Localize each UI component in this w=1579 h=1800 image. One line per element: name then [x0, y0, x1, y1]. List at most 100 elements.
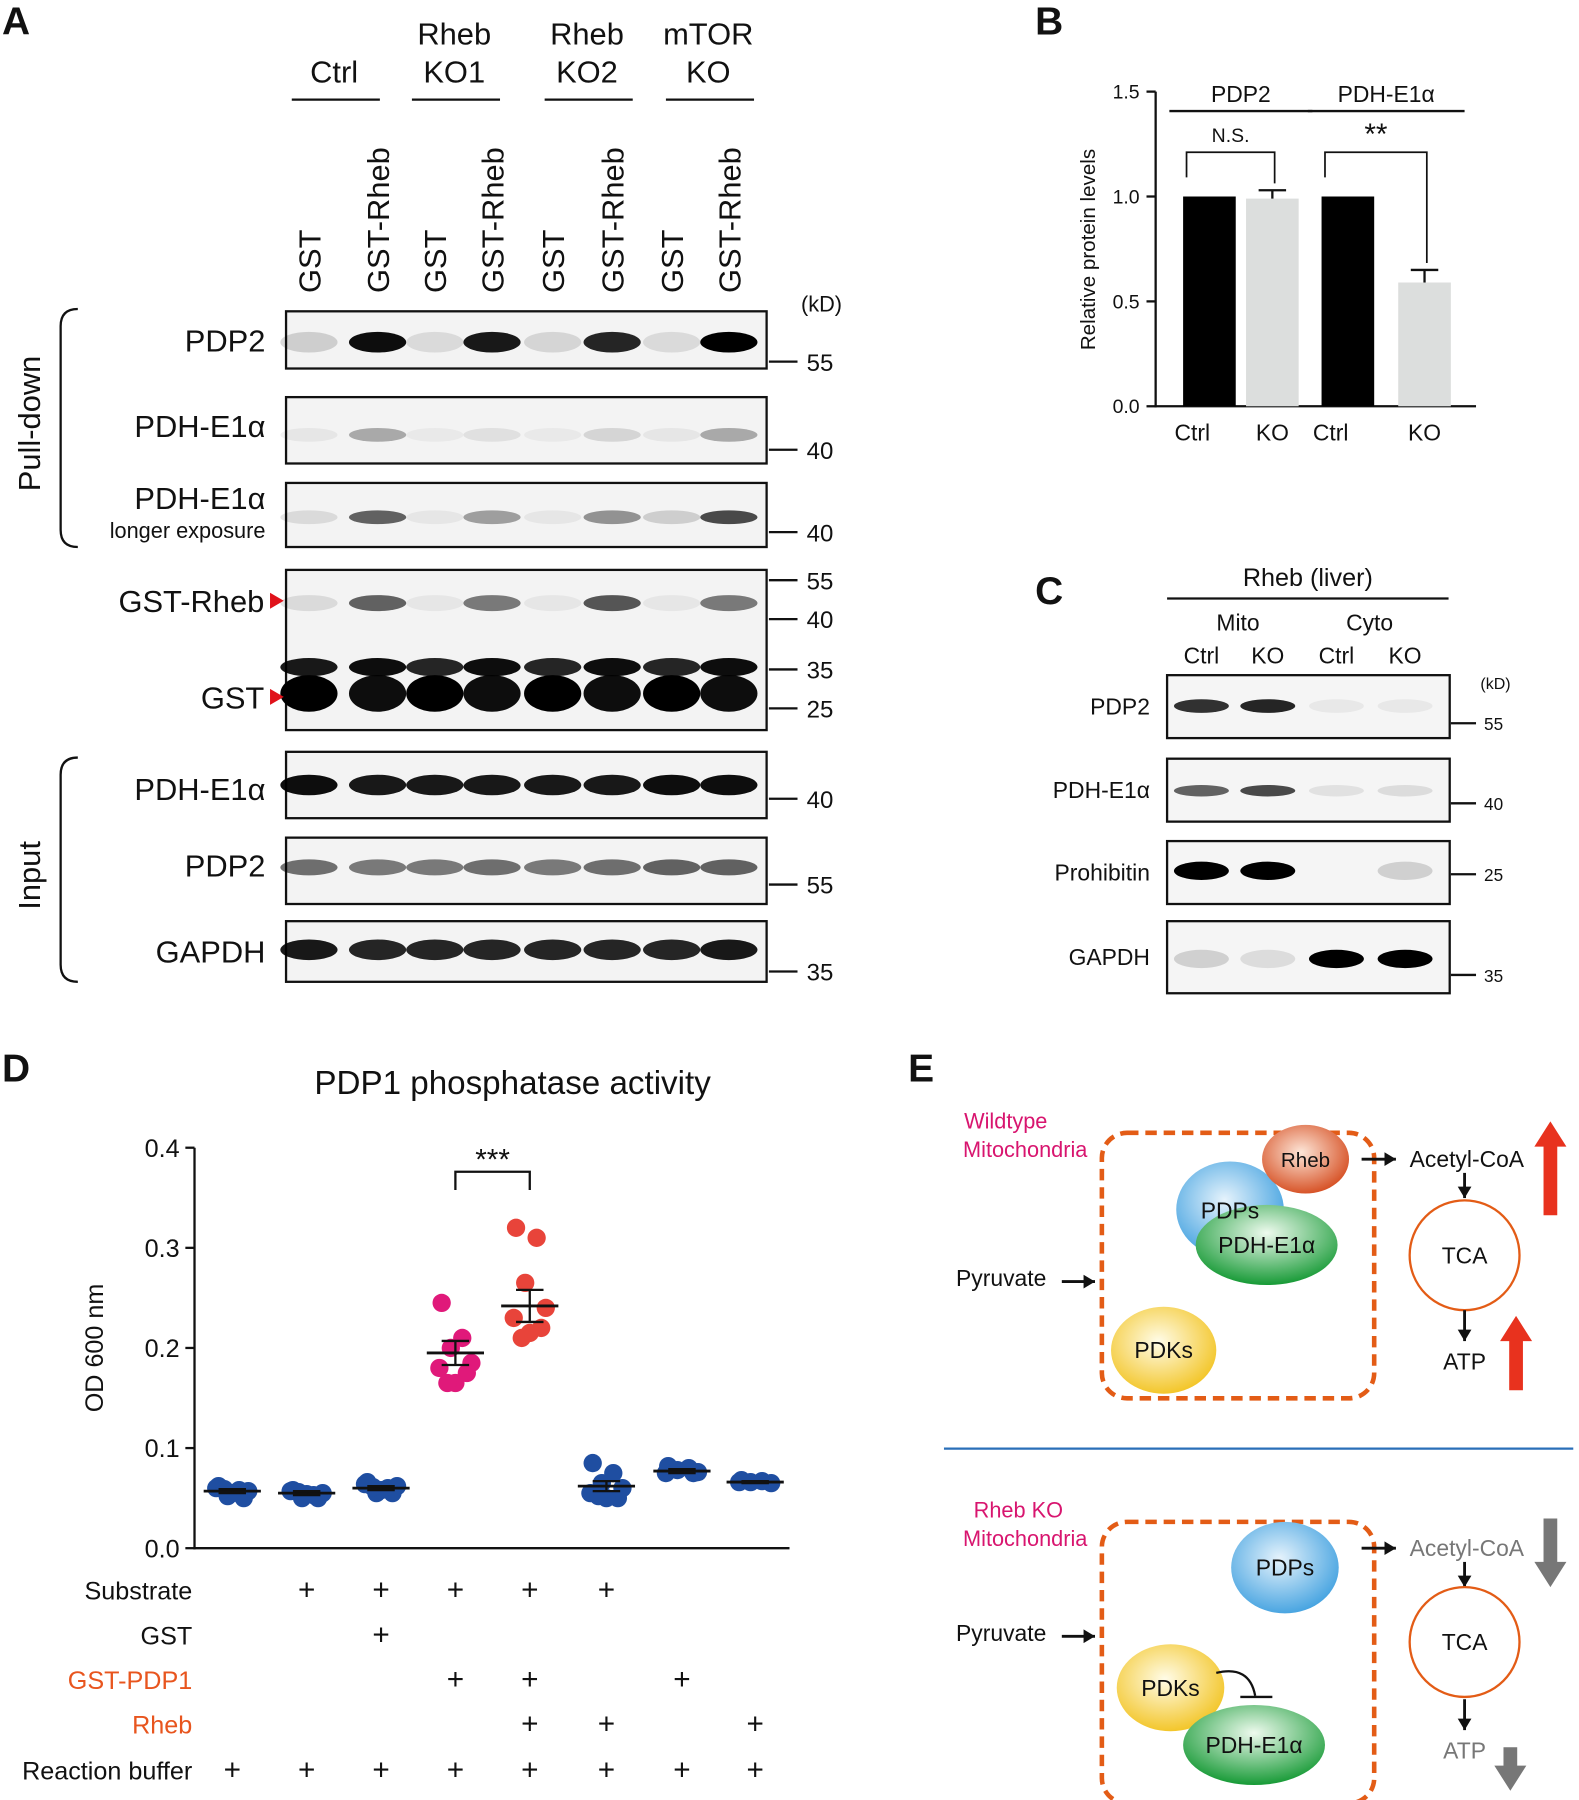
panel-label: E [908, 1047, 934, 1090]
trend-arrow [1494, 1747, 1527, 1791]
band [524, 658, 582, 677]
band [1377, 699, 1433, 713]
band [348, 331, 407, 353]
blot [284, 395, 768, 465]
condition-mark: + [372, 1753, 389, 1786]
band [583, 939, 641, 961]
metabolite: Acetyl-CoA [1410, 1146, 1525, 1172]
band [700, 428, 758, 442]
condition-mark: + [447, 1663, 464, 1696]
blot-label: GAPDH [156, 934, 266, 969]
condition-label: GST-PDP1 [68, 1667, 192, 1695]
band [643, 675, 701, 712]
lane-label: KO [1251, 643, 1284, 669]
marker-label: 40 [807, 438, 834, 465]
condition-mark: + [598, 1574, 615, 1607]
band [348, 658, 407, 677]
condition-mark: + [447, 1574, 464, 1607]
significance-label: ** [1364, 118, 1388, 151]
marker-label: 40 [807, 520, 834, 547]
band [700, 331, 758, 353]
band [700, 774, 758, 796]
marker-label: 40 [1484, 794, 1503, 814]
y-axis-label: OD 600 nm [81, 1284, 109, 1413]
band [583, 331, 641, 353]
band [348, 428, 407, 442]
band [1240, 785, 1296, 797]
band [280, 658, 338, 677]
x-tick-label: KO [1408, 420, 1441, 446]
panel-label: C [1035, 570, 1063, 613]
condition-mark: + [298, 1753, 315, 1786]
group-label: PDP2 [1211, 81, 1271, 107]
lane-label: GST-Rheb [475, 147, 510, 293]
marker-label: 35 [1484, 966, 1503, 986]
condition-label: GST [141, 1622, 193, 1650]
significance-label: *** [475, 1143, 510, 1176]
band [463, 774, 521, 796]
section-label: Input [12, 841, 47, 910]
data-point [527, 1228, 546, 1247]
band [280, 859, 338, 876]
panel-label: B [1035, 0, 1063, 43]
protein-label: PDH-E1α [1205, 1732, 1302, 1758]
band [406, 331, 464, 353]
y-tick-label: 0.1 [145, 1435, 180, 1463]
condition-mark: + [298, 1574, 315, 1607]
protein [1183, 1704, 1325, 1786]
blot-label: PDP2 [1090, 694, 1150, 720]
band [406, 595, 464, 612]
x-tick-label: Ctrl [1313, 420, 1349, 446]
arrow-head [1384, 1541, 1396, 1556]
bar [1321, 196, 1375, 407]
y-axis-label: Relative protein levels [1077, 149, 1100, 350]
band [463, 331, 521, 353]
group-label: mTOR [663, 17, 753, 52]
blot-label: PDP2 [185, 849, 266, 884]
band [1173, 785, 1229, 797]
bar [1398, 282, 1451, 407]
unit-label: (kD) [801, 291, 842, 316]
group-label: Cyto [1346, 610, 1393, 636]
band [524, 774, 582, 796]
bar [1246, 198, 1299, 407]
metabolite: TCA [1442, 1242, 1488, 1268]
protein-label: PDPs [1201, 1198, 1259, 1224]
condition-mark: + [372, 1618, 389, 1651]
band [463, 510, 521, 525]
metabolite: Pyruvate [956, 1620, 1046, 1646]
band [524, 595, 582, 612]
band [643, 510, 701, 525]
protein-label: PDKs [1134, 1337, 1192, 1363]
marker-label: 55 [1484, 714, 1503, 734]
blot-label: PDH-E1α [134, 772, 265, 807]
blot-label: Prohibitin [1055, 860, 1150, 886]
lane-label: Ctrl [1319, 643, 1355, 669]
unit-label: (kD) [1480, 676, 1510, 693]
arrow-head [1457, 1718, 1472, 1731]
data-point [512, 1328, 531, 1348]
band [643, 859, 701, 876]
condition-label: Substrate [85, 1578, 193, 1606]
protein [1116, 1644, 1225, 1732]
band [700, 859, 758, 876]
chart-title: PDP1 phosphatase activity [314, 1065, 711, 1102]
group-label: Mito [1216, 610, 1259, 636]
mitochondrion [1099, 1519, 1377, 1800]
condition-mark: + [598, 1708, 615, 1741]
group-label: KO2 [556, 54, 618, 89]
mitochondrion [1099, 1130, 1377, 1401]
tca-cycle [1408, 1585, 1521, 1699]
arrow-head [1083, 1274, 1096, 1289]
blot-label: GAPDH [1069, 944, 1150, 970]
condition-mark: + [372, 1574, 389, 1607]
significance-bracket [1185, 151, 1276, 184]
data-point [432, 1293, 451, 1313]
diagram-title: Wildtype [964, 1108, 1047, 1133]
band [406, 510, 464, 525]
band [1173, 699, 1229, 713]
condition-mark: + [746, 1753, 763, 1786]
protein-label: PDKs [1141, 1675, 1199, 1701]
